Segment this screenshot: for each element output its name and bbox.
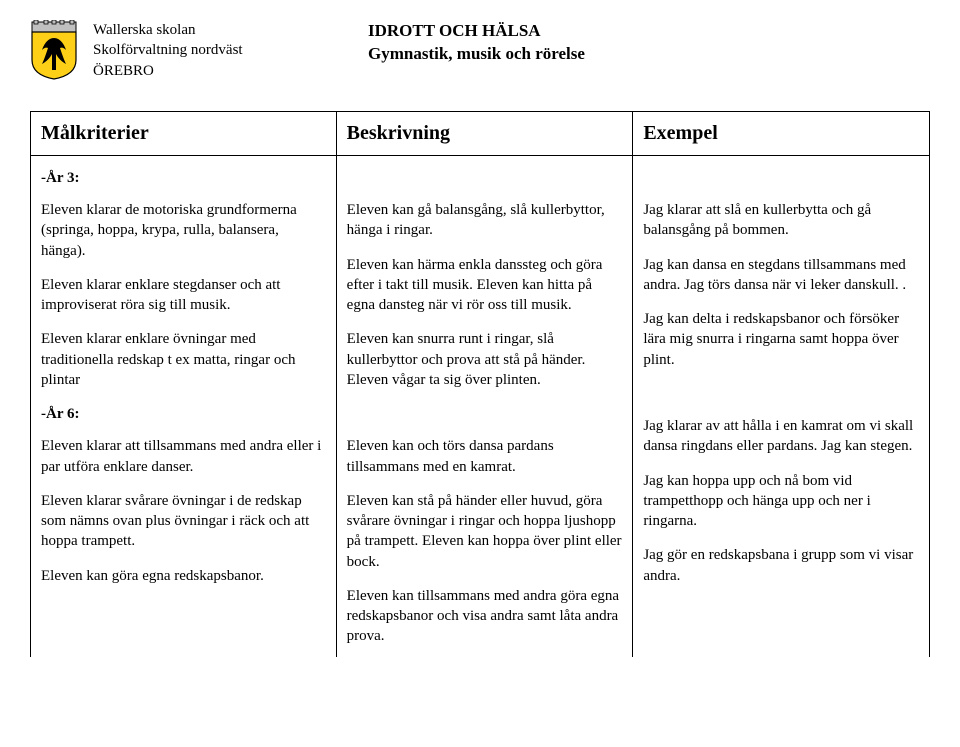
cell-malkriterier: -År 3: Eleven klarar de motoriska grundf… <box>31 155 337 656</box>
school-name: Wallerska skolan <box>93 20 368 40</box>
description-text: Eleven kan gå balansgång, slå kullerbytt… <box>347 200 623 241</box>
table-body-row: -År 3: Eleven klarar de motoriska grundf… <box>31 155 930 656</box>
school-city: ÖREBRO <box>93 61 368 81</box>
example-text: Jag kan dansa en stegdans tillsammans me… <box>643 255 919 296</box>
school-info: Wallerska skolan Skolförvaltning nordväs… <box>93 20 368 81</box>
criteria-text: Eleven klarar de motoriska grundformerna… <box>41 200 326 261</box>
example-text: Jag kan hoppa upp och nå bom vid trampet… <box>643 471 919 532</box>
subject-info: IDROTT OCH HÄLSA Gymnastik, musik och rö… <box>368 20 585 81</box>
col-header-exempel: Exempel <box>633 111 930 155</box>
table-header-row: Målkriterier Beskrivning Exempel <box>31 111 930 155</box>
school-crest-icon <box>30 20 78 80</box>
example-text: Jag klarar av att hålla i en kamrat om v… <box>643 416 919 457</box>
description-text: Eleven kan tillsammans med andra göra eg… <box>347 586 623 647</box>
cell-exempel: Jag klarar att slå en kullerbytta och gå… <box>633 155 930 656</box>
example-text: Jag kan delta i redskapsbanor och försök… <box>643 309 919 370</box>
cell-beskrivning: Eleven kan gå balansgång, slå kullerbytt… <box>336 155 633 656</box>
subject-title: IDROTT OCH HÄLSA <box>368 20 585 43</box>
criteria-text: Eleven klarar svårare övningar i de reds… <box>41 491 326 552</box>
example-text: Jag klarar att slå en kullerbytta och gå… <box>643 200 919 241</box>
criteria-text: Eleven kan göra egna redskapsbanor. <box>41 566 326 586</box>
document-header: Wallerska skolan Skolförvaltning nordväs… <box>30 20 930 81</box>
criteria-table: Målkriterier Beskrivning Exempel -År 3: … <box>30 111 930 657</box>
year3-label: -År 3: <box>41 168 326 188</box>
example-text: Jag gör en redskapsbana i grupp som vi v… <box>643 545 919 586</box>
criteria-text: Eleven klarar enklare övningar med tradi… <box>41 329 326 390</box>
year6-label: -År 6: <box>41 404 326 424</box>
description-text: Eleven kan stå på händer eller huvud, gö… <box>347 491 623 572</box>
school-admin: Skolförvaltning nordväst <box>93 40 368 60</box>
col-header-beskrivning: Beskrivning <box>336 111 633 155</box>
description-text: Eleven kan snurra runt i ringar, slå kul… <box>347 329 623 390</box>
criteria-text: Eleven klarar enklare stegdanser och att… <box>41 275 326 316</box>
subject-subtitle: Gymnastik, musik och rörelse <box>368 43 585 66</box>
criteria-text: Eleven klarar att tillsammans med andra … <box>41 436 326 477</box>
description-text: Eleven kan och törs dansa pardans tillsa… <box>347 436 623 477</box>
col-header-malkriterier: Målkriterier <box>31 111 337 155</box>
description-text: Eleven kan härma enkla danssteg och göra… <box>347 255 623 316</box>
